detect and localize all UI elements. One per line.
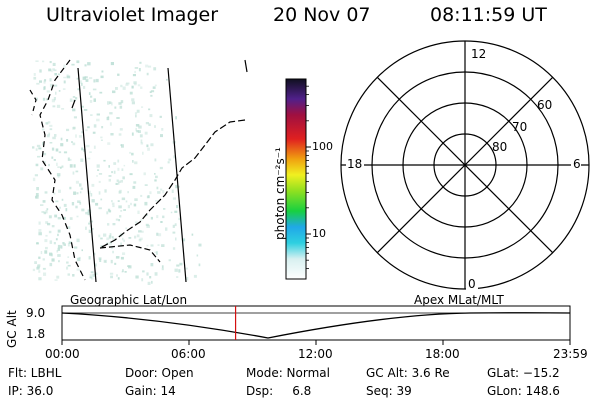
ip-info: IP: 36.0: [8, 384, 54, 398]
date-label: 20 Nov 07: [273, 4, 371, 26]
colorbar-tick-10: 10: [312, 227, 326, 240]
colorbar: [285, 78, 311, 280]
polar-plot: [340, 40, 590, 290]
gc-alt-info: GC Alt: 3.6 Re: [366, 366, 450, 380]
altitude-left-caption: Geographic Lat/Lon: [70, 293, 188, 307]
altitude-ytick-high: 9.0: [26, 306, 46, 320]
colorbar-tick-100: 100: [312, 140, 333, 153]
longitude-line: [167, 67, 187, 283]
xtick-1800: 18:00: [425, 347, 460, 361]
glat-info: GLat: −15.2: [487, 366, 560, 380]
geographic-map-panel: [29, 59, 248, 285]
colorbar-unit-label: photon cm⁻²s⁻¹: [273, 147, 287, 240]
xtick-0600: 06:00: [171, 347, 206, 361]
lat-label-70: 70: [512, 120, 528, 134]
longitude-line: [77, 67, 97, 283]
filter-info: Flt: LBHL: [8, 366, 62, 380]
door-info: Door: Open: [125, 366, 194, 380]
xtick-2359: 23:59: [553, 347, 588, 361]
colorbar-gradient: [285, 78, 307, 280]
lat-label-80: 80: [492, 140, 508, 154]
altitude-curve: [61, 312, 571, 339]
altitude-plot: [61, 305, 571, 345]
mode-info: Mode: Normal: [246, 366, 330, 380]
mlt-label-12: 12: [471, 47, 487, 61]
dsp-info: Dsp: 6.8: [246, 384, 312, 398]
xtick-0000: 00:00: [45, 347, 80, 361]
uv-intensity-speckles: [32, 60, 202, 285]
lat-label-60: 60: [537, 98, 553, 112]
seq-info: Seq: 39: [366, 384, 412, 398]
mlt-label-0: 0: [468, 277, 476, 291]
gain-info: Gain: 14: [125, 384, 176, 398]
coastline: [39, 59, 86, 281]
mlt-label-18: 18: [347, 157, 363, 171]
glon-info: GLon: 148.6: [487, 384, 560, 398]
coastline-east: [99, 119, 246, 249]
xtick-1200: 12:00: [298, 347, 333, 361]
time-label: 08:11:59 UT: [430, 4, 547, 26]
app-title: Ultraviolet Imager: [46, 4, 219, 26]
mlt-label-6: 6: [573, 157, 581, 171]
altitude-right-caption: Apex MLat/MLT: [414, 293, 504, 307]
altitude-ytick-low: 1.8: [26, 327, 46, 341]
altitude-ylabel: GC Alt: [5, 310, 19, 348]
